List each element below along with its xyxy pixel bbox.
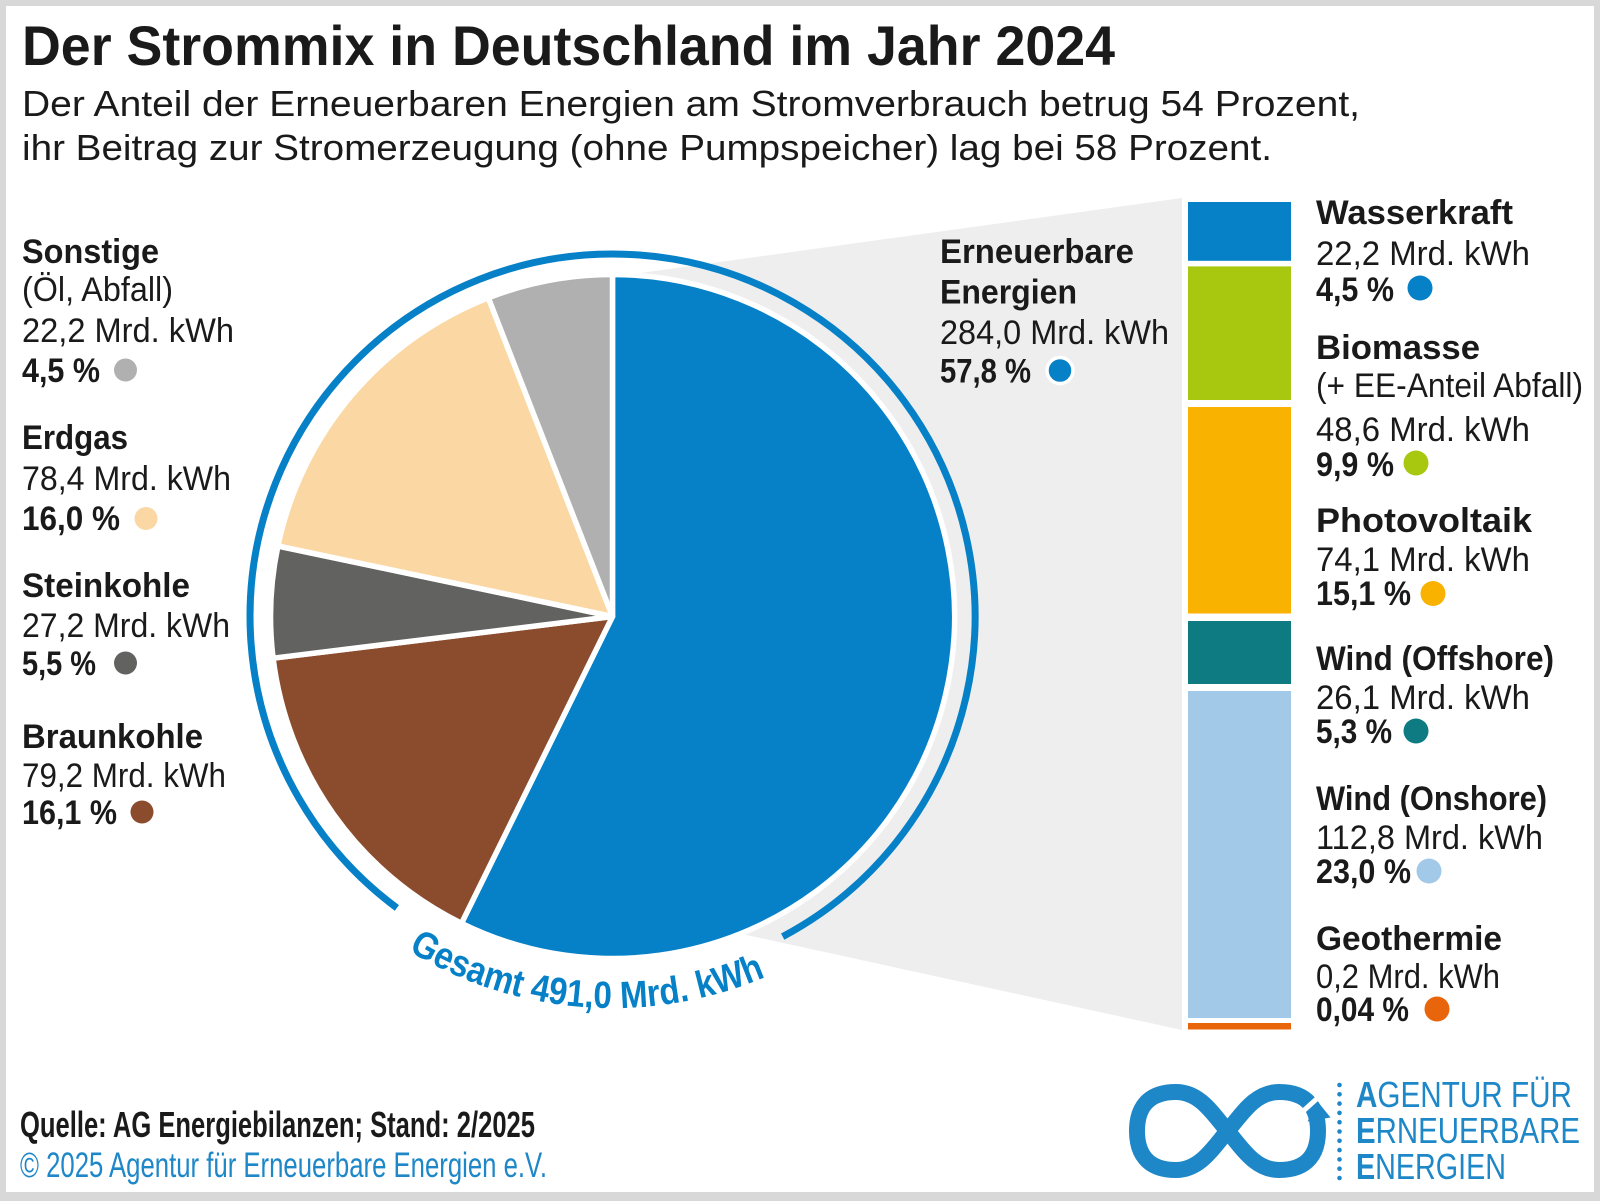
svg-text:Der Strommix in Deutschland im: Der Strommix in Deutschland im Jahr 2024: [22, 14, 1115, 77]
svg-text:4,5 %: 4,5 %: [22, 352, 100, 390]
svg-text:16,1 %: 16,1 %: [22, 794, 117, 832]
svg-text:26,1 Mrd. kWh: 26,1 Mrd. kWh: [1316, 679, 1530, 717]
svg-text:Wind (Onshore): Wind (Onshore): [1316, 780, 1547, 818]
svg-text:Der Anteil der Erneuerbaren En: Der Anteil der Erneuerbaren Energien am …: [22, 83, 1360, 124]
svg-text:ERNEUERBARE: ERNEUERBARE: [1356, 1110, 1580, 1151]
svg-text:16,0 %: 16,0 %: [22, 500, 120, 538]
svg-text:23,0 %: 23,0 %: [1316, 853, 1411, 891]
svg-text:ENERGIEN: ENERGIEN: [1356, 1146, 1506, 1187]
svg-text:74,1 Mrd. kWh: 74,1 Mrd. kWh: [1316, 541, 1530, 579]
svg-text:Biomasse: Biomasse: [1316, 329, 1480, 367]
svg-text:22,2 Mrd. kWh: 22,2 Mrd. kWh: [1316, 235, 1530, 273]
svg-text:(+ EE-Anteil Abfall): (+ EE-Anteil Abfall): [1316, 367, 1583, 405]
svg-text:Photovoltaik: Photovoltaik: [1316, 502, 1532, 540]
svg-text:Erneuerbare: Erneuerbare: [940, 233, 1134, 271]
svg-text:5,5 %: 5,5 %: [22, 645, 96, 683]
svg-text:5,3 %: 5,3 %: [1316, 713, 1392, 751]
svg-text:Geothermie: Geothermie: [1316, 920, 1502, 958]
svg-text:22,2 Mrd. kWh: 22,2 Mrd. kWh: [22, 312, 234, 350]
svg-text:Sonstige: Sonstige: [22, 233, 159, 271]
svg-text:57,8 %: 57,8 %: [940, 353, 1031, 391]
svg-text:Erdgas: Erdgas: [22, 419, 128, 457]
svg-text:Braunkohle: Braunkohle: [22, 718, 203, 756]
svg-text:4,5 %: 4,5 %: [1316, 271, 1394, 309]
svg-text:Quelle: AG Energiebilanzen; St: Quelle: AG Energiebilanzen; Stand: 2/202…: [20, 1104, 535, 1145]
svg-text:79,2 Mrd. kWh: 79,2 Mrd. kWh: [22, 757, 226, 795]
svg-text:15,1 %: 15,1 %: [1316, 575, 1411, 613]
svg-text:78,4 Mrd. kWh: 78,4 Mrd. kWh: [22, 460, 231, 498]
svg-text:AGENTUR FÜR: AGENTUR FÜR: [1356, 1074, 1572, 1115]
svg-text:0,2 Mrd. kWh: 0,2 Mrd. kWh: [1316, 958, 1500, 996]
svg-text:ihr Beitrag zur Stromerzeugung: ihr Beitrag zur Stromerzeugung (ohne Pum…: [22, 127, 1272, 168]
svg-text:9,9 %: 9,9 %: [1316, 446, 1394, 484]
svg-text:Energien: Energien: [940, 274, 1077, 312]
svg-text:© 2025 Agentur für Erneuerbare: © 2025 Agentur für Erneuerbare Energien …: [20, 1146, 547, 1185]
svg-text:0,04 %: 0,04 %: [1316, 991, 1409, 1029]
svg-text:48,6 Mrd. kWh: 48,6 Mrd. kWh: [1316, 411, 1530, 449]
svg-text:27,2 Mrd. kWh: 27,2 Mrd. kWh: [22, 607, 230, 645]
svg-text:Wind (Offshore): Wind (Offshore): [1316, 640, 1554, 678]
svg-text:112,8 Mrd. kWh: 112,8 Mrd. kWh: [1316, 819, 1543, 857]
svg-text:284,0 Mrd. kWh: 284,0 Mrd. kWh: [940, 314, 1169, 352]
svg-text:(Öl, Abfall): (Öl, Abfall): [22, 271, 173, 309]
svg-text:Steinkohle: Steinkohle: [22, 567, 190, 605]
svg-text:Wasserkraft: Wasserkraft: [1316, 194, 1513, 232]
